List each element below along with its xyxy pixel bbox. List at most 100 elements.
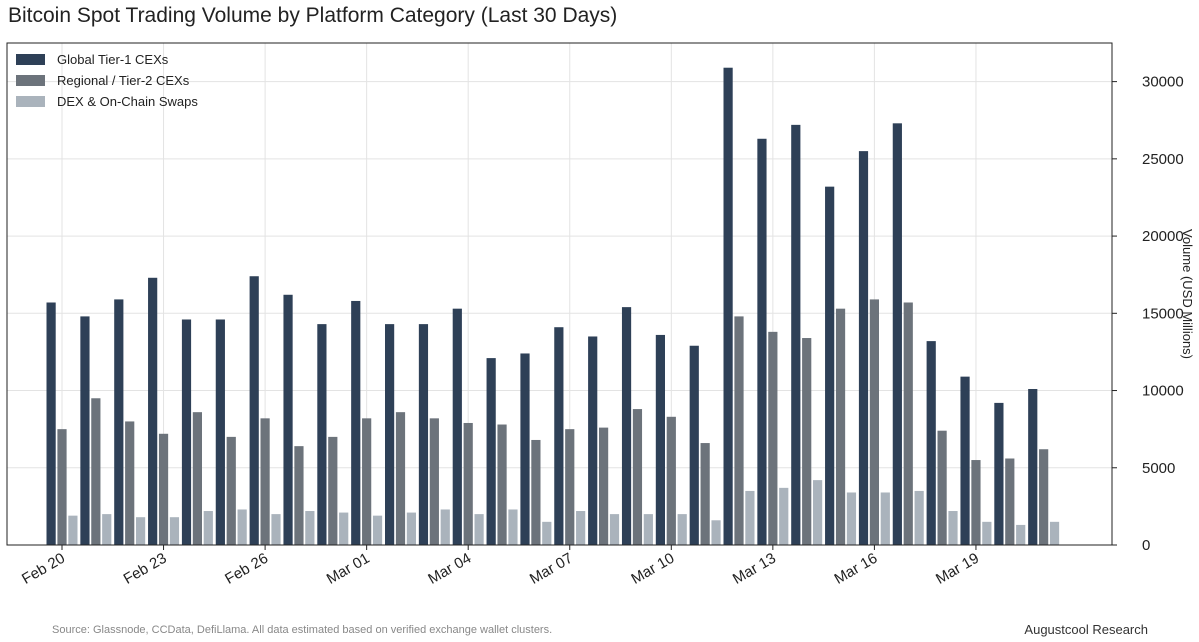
bar <box>835 308 846 545</box>
bar <box>768 331 778 545</box>
bar <box>858 151 869 545</box>
bar-series <box>46 67 1060 546</box>
bar <box>971 460 981 545</box>
bar <box>734 316 744 545</box>
bar <box>609 514 620 545</box>
bar <box>643 514 653 545</box>
series-group <box>57 299 1049 545</box>
series-group <box>68 480 1060 545</box>
bar <box>1005 458 1015 545</box>
bar <box>91 398 101 545</box>
bar <box>599 427 609 545</box>
bar <box>846 492 857 545</box>
bar <box>937 430 947 545</box>
x-tick-label: Mar 07 <box>527 550 576 588</box>
y-tick-label: 15000 <box>1142 305 1184 322</box>
bar <box>372 515 383 545</box>
legend-label: Global Tier-1 CEXs <box>57 52 169 67</box>
x-tick-label: Mar 13 <box>730 550 779 588</box>
bar <box>362 418 372 545</box>
bar <box>305 511 315 545</box>
x-tick-label: Mar 01 <box>324 550 373 588</box>
x-axis: Feb 20 Feb 23 Feb 26 Mar 01 Mar 04 Mar 07 Mar … <box>19 545 982 588</box>
bar <box>711 520 721 545</box>
bar <box>926 341 936 545</box>
bar <box>395 412 406 545</box>
bar <box>418 324 429 545</box>
bar <box>802 338 812 545</box>
bar <box>226 436 236 545</box>
bar <box>779 487 789 545</box>
legend-swatch <box>16 75 45 86</box>
y-tick-label: 5000 <box>1142 460 1175 477</box>
bar <box>1016 524 1026 545</box>
y-tick-label: 0 <box>1142 537 1150 554</box>
x-tick-label: Feb 20 <box>19 550 68 588</box>
bar <box>351 300 361 545</box>
bar <box>757 138 767 545</box>
bar <box>1039 449 1049 545</box>
bar <box>723 67 733 546</box>
bar <box>148 277 158 545</box>
bar <box>440 509 450 545</box>
bar <box>486 358 496 545</box>
bar <box>982 521 992 545</box>
bar <box>677 514 687 545</box>
bar <box>903 302 913 545</box>
source-note: Source: Glassnode, CCData, DefiLlama. Al… <box>52 624 553 636</box>
bar <box>192 412 202 545</box>
legend: Global Tier-1 CEXs Regional / Tier-2 CEXs… <box>16 52 198 109</box>
y-tick-label: 20000 <box>1142 228 1184 245</box>
bar <box>621 307 632 545</box>
bar <box>317 324 327 545</box>
bar <box>497 424 507 545</box>
bar <box>520 353 530 545</box>
bar <box>914 490 924 545</box>
legend-label: DEX & On-Chain Swaps <box>57 94 198 109</box>
bar <box>203 511 213 545</box>
bar <box>700 443 710 545</box>
bar <box>1049 521 1060 545</box>
bar <box>158 433 169 545</box>
bar <box>960 376 970 545</box>
bar <box>588 336 598 545</box>
bar <box>57 429 67 545</box>
y-tick-label: 30000 <box>1142 74 1184 91</box>
bar <box>429 418 439 545</box>
bar <box>542 521 552 545</box>
bar <box>125 421 135 545</box>
bar <box>80 316 90 545</box>
bar <box>385 324 395 545</box>
bar <box>565 429 575 545</box>
x-tick-label: Feb 26 <box>222 550 271 588</box>
bar <box>689 345 699 545</box>
bar <box>554 327 564 545</box>
bar <box>531 439 541 545</box>
bar <box>215 319 225 545</box>
y-axis: 0 5000 10000 15000 20000 25000 30000 <box>1112 74 1184 554</box>
bar <box>406 512 416 545</box>
bar <box>46 302 56 545</box>
bar <box>328 436 338 545</box>
bar <box>576 511 586 545</box>
bar <box>632 409 643 545</box>
x-tick-label: Mar 19 <box>933 550 982 588</box>
bar <box>508 509 518 545</box>
bar <box>169 517 180 545</box>
bar <box>825 186 835 545</box>
bar <box>181 319 192 545</box>
y-tick-label: 10000 <box>1142 383 1184 400</box>
bar <box>869 299 879 545</box>
y-tick-label: 25000 <box>1142 151 1184 168</box>
bar <box>791 124 801 545</box>
bar <box>294 446 304 545</box>
x-tick-label: Mar 16 <box>831 550 880 588</box>
bar <box>339 512 349 545</box>
bar <box>1028 388 1038 545</box>
bar <box>948 511 958 545</box>
series-group <box>46 67 1038 546</box>
bar <box>283 294 293 545</box>
bar <box>745 490 755 545</box>
y-axis-title: Volume (USD Millions) <box>1180 229 1195 359</box>
x-tick-label: Mar 10 <box>628 550 677 588</box>
